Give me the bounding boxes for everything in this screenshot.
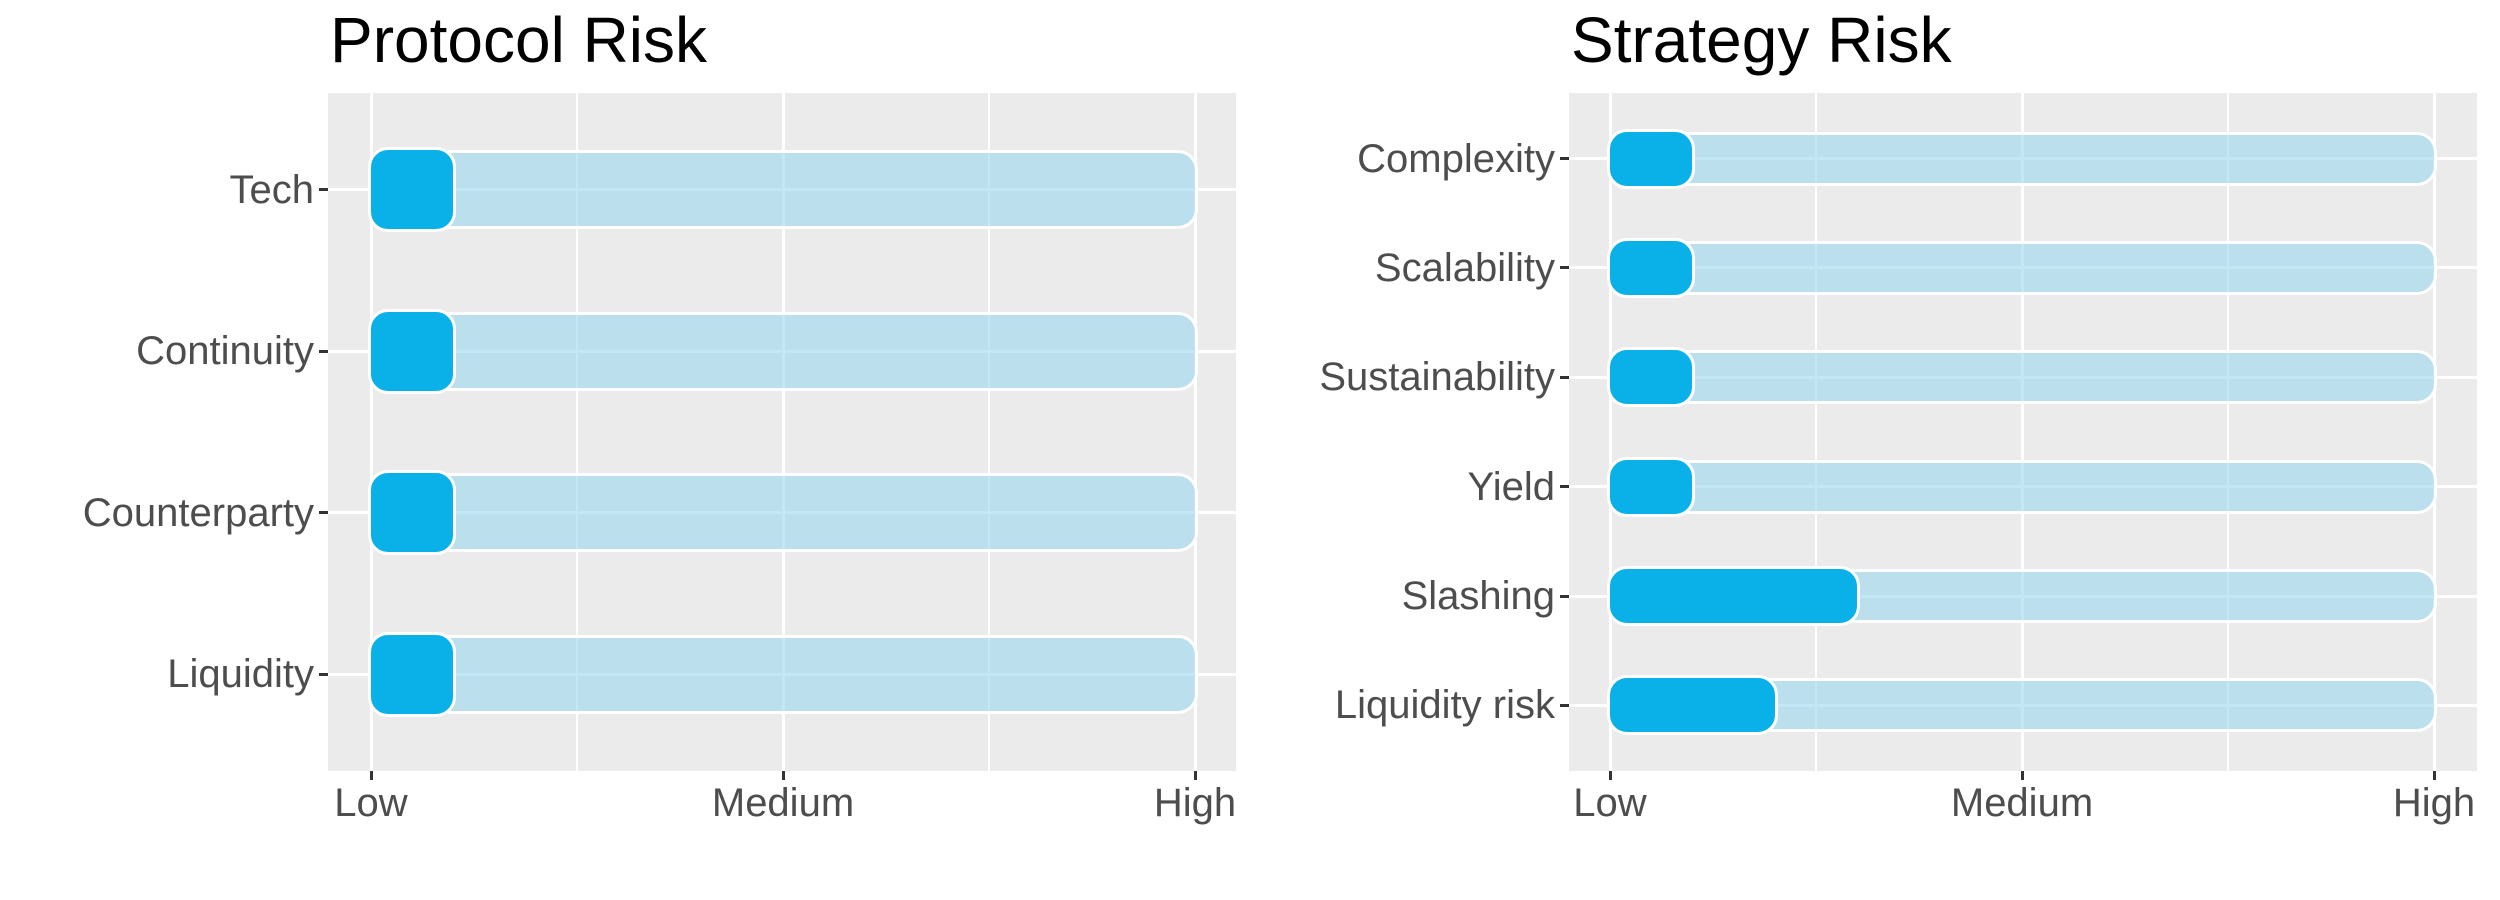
category-tick — [319, 349, 328, 353]
category-label: Slashing — [1401, 574, 1555, 619]
category-label: Yield — [1467, 464, 1555, 509]
x-axis-tick-label: Medium — [1950, 781, 2094, 825]
bar-value — [368, 631, 456, 717]
category-tick — [1560, 594, 1569, 598]
bar-value — [1607, 347, 1695, 408]
x-axis-tick — [2020, 771, 2024, 780]
x-axis-tick — [1193, 771, 1197, 780]
x-axis-tick — [2432, 771, 2436, 780]
x-axis-tick — [1608, 771, 1612, 780]
category-tick — [1560, 157, 1569, 161]
strategy-risk-chart: Strategy Risk Complexity Scalability Susta… — [1250, 0, 2500, 900]
category-tick — [319, 511, 328, 515]
gridline-minor-vertical — [988, 93, 990, 771]
category-tick — [319, 188, 328, 192]
bar-value — [368, 470, 456, 556]
chart-panel — [1569, 93, 2477, 771]
gridline-minor-vertical — [2227, 93, 2229, 771]
category-label: Scalability — [1374, 245, 1555, 290]
bar-value — [368, 308, 456, 394]
gridline-minor-vertical — [576, 93, 578, 771]
bar-value — [1607, 566, 1860, 627]
protocol-risk-chart: Protocol Risk Tech Continuity Counterparty… — [82, 4, 1237, 825]
bar-value — [368, 147, 456, 233]
category-tick — [1560, 375, 1569, 379]
x-axis-tick-label: Low — [1573, 781, 1647, 825]
bar-track — [368, 150, 1198, 230]
bar-value — [1607, 128, 1695, 189]
bar-track — [368, 473, 1198, 553]
x-axis-tick — [369, 771, 373, 780]
bar-track — [1607, 131, 2437, 186]
bar-track — [1607, 240, 2437, 295]
category-tick — [1560, 485, 1569, 489]
gridline-major-vertical — [2432, 93, 2436, 771]
x-axis-tick-label: High — [2392, 781, 2476, 825]
gridline-major-vertical — [781, 93, 785, 771]
category-label: Continuity — [136, 329, 314, 374]
gridline-minor-vertical — [1815, 93, 1817, 771]
bar-value — [1607, 237, 1695, 298]
x-axis-tick-label: Medium — [711, 781, 855, 825]
chart-title: Protocol Risk — [330, 4, 707, 76]
gridline-major-vertical — [1608, 93, 1612, 771]
category-tick — [1560, 266, 1569, 270]
x-axis-tick-label: High — [1153, 781, 1237, 825]
category-label: Counterparty — [82, 490, 314, 535]
x-axis-tick — [781, 771, 785, 780]
gridline-major-vertical — [2020, 93, 2024, 771]
category-tick — [319, 672, 328, 676]
category-label: Tech — [229, 167, 315, 212]
category-label: Liquidity — [167, 652, 314, 697]
category-label: Complexity — [1357, 136, 1555, 181]
bar-value — [1607, 456, 1695, 517]
x-axis-tick-label: Low — [334, 781, 408, 825]
chart-panel — [328, 93, 1236, 771]
bar-track — [368, 634, 1198, 714]
gridline-major-vertical — [369, 93, 373, 771]
bar-track — [1607, 350, 2437, 405]
bar-value — [1607, 675, 1778, 736]
gridline-major-vertical — [1193, 93, 1197, 771]
category-label: Sustainability — [1319, 355, 1555, 400]
category-tick — [1560, 703, 1569, 707]
category-label: Liquidity risk — [1334, 683, 1555, 728]
bar-track — [1607, 459, 2437, 514]
chart-title: Strategy Risk — [1571, 4, 1952, 76]
bar-track — [368, 311, 1198, 391]
